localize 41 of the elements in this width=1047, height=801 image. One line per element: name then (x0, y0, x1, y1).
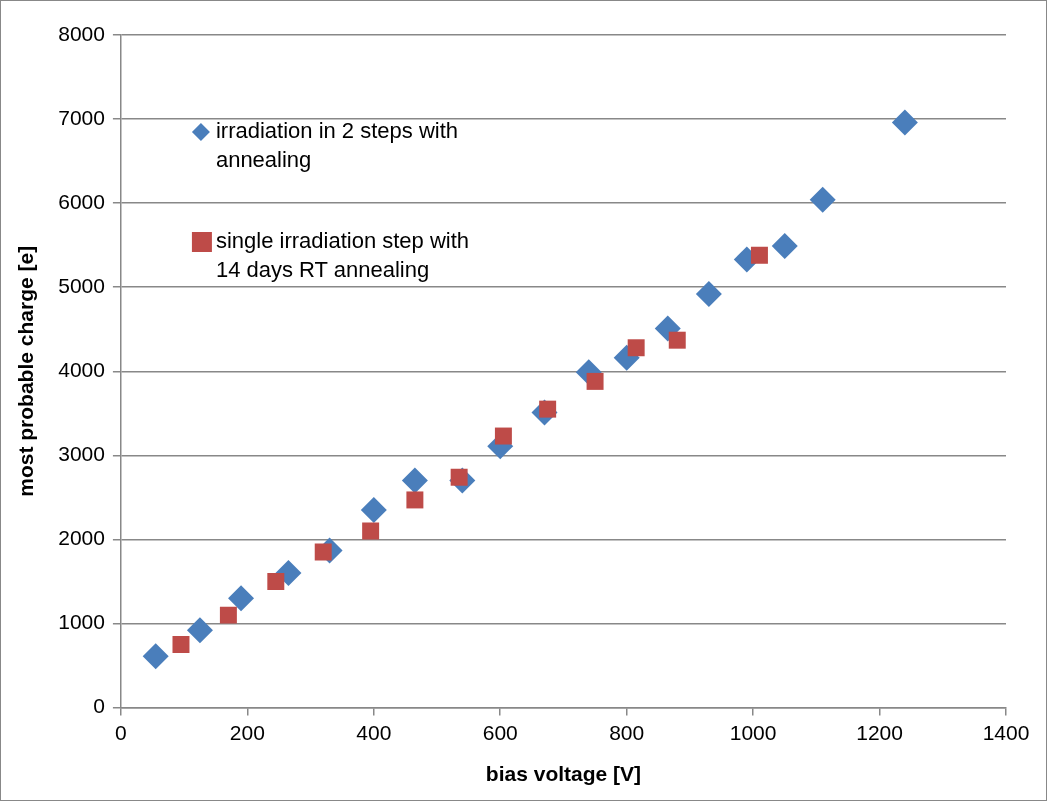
y-axis-title: most probable charge [e] (14, 245, 38, 497)
x-axis-title: bias voltage [V] (485, 762, 642, 786)
y-tick-label: 0 (93, 694, 105, 718)
point (586, 372, 604, 390)
point (362, 522, 380, 540)
point (314, 543, 332, 561)
x-tick-label: 400 (356, 721, 392, 744)
legend-label: irradiation in 2 steps with annealing (215, 118, 459, 173)
y-tick-label: 1000 (58, 610, 105, 634)
x-tick-label: 1000 (729, 721, 777, 744)
point (695, 280, 722, 307)
point (142, 643, 169, 670)
point (494, 427, 512, 445)
point (228, 585, 255, 612)
x-tick-label: 1200 (856, 721, 903, 744)
point (401, 467, 428, 494)
point (809, 186, 836, 213)
point (172, 636, 190, 654)
y-tick-label: 3000 (58, 442, 105, 466)
point (360, 497, 387, 524)
point (267, 573, 285, 590)
x-tick-label: 600 (482, 721, 518, 744)
y-tick-label: 7000 (58, 105, 105, 129)
point (668, 331, 686, 349)
point (771, 233, 798, 260)
x-tick-label: 1400 (982, 721, 1030, 744)
y-tick-label: 8000 (58, 21, 105, 45)
legend-label: single irradiation step with 14 days RT annealing (215, 228, 470, 283)
point (406, 491, 424, 509)
x-tick-label: 0 (115, 721, 127, 744)
point (186, 617, 213, 644)
point (891, 109, 918, 136)
y-tick-label: 6000 (58, 189, 105, 213)
point (627, 339, 645, 357)
y-tick-label: 5000 (58, 274, 105, 298)
point (750, 246, 768, 264)
point (219, 606, 237, 624)
x-tick-label: 200 (229, 721, 265, 744)
y-tick-label: 2000 (58, 526, 105, 550)
y-tick-label: 4000 (58, 358, 105, 382)
x-tick-label: 800 (609, 721, 645, 744)
